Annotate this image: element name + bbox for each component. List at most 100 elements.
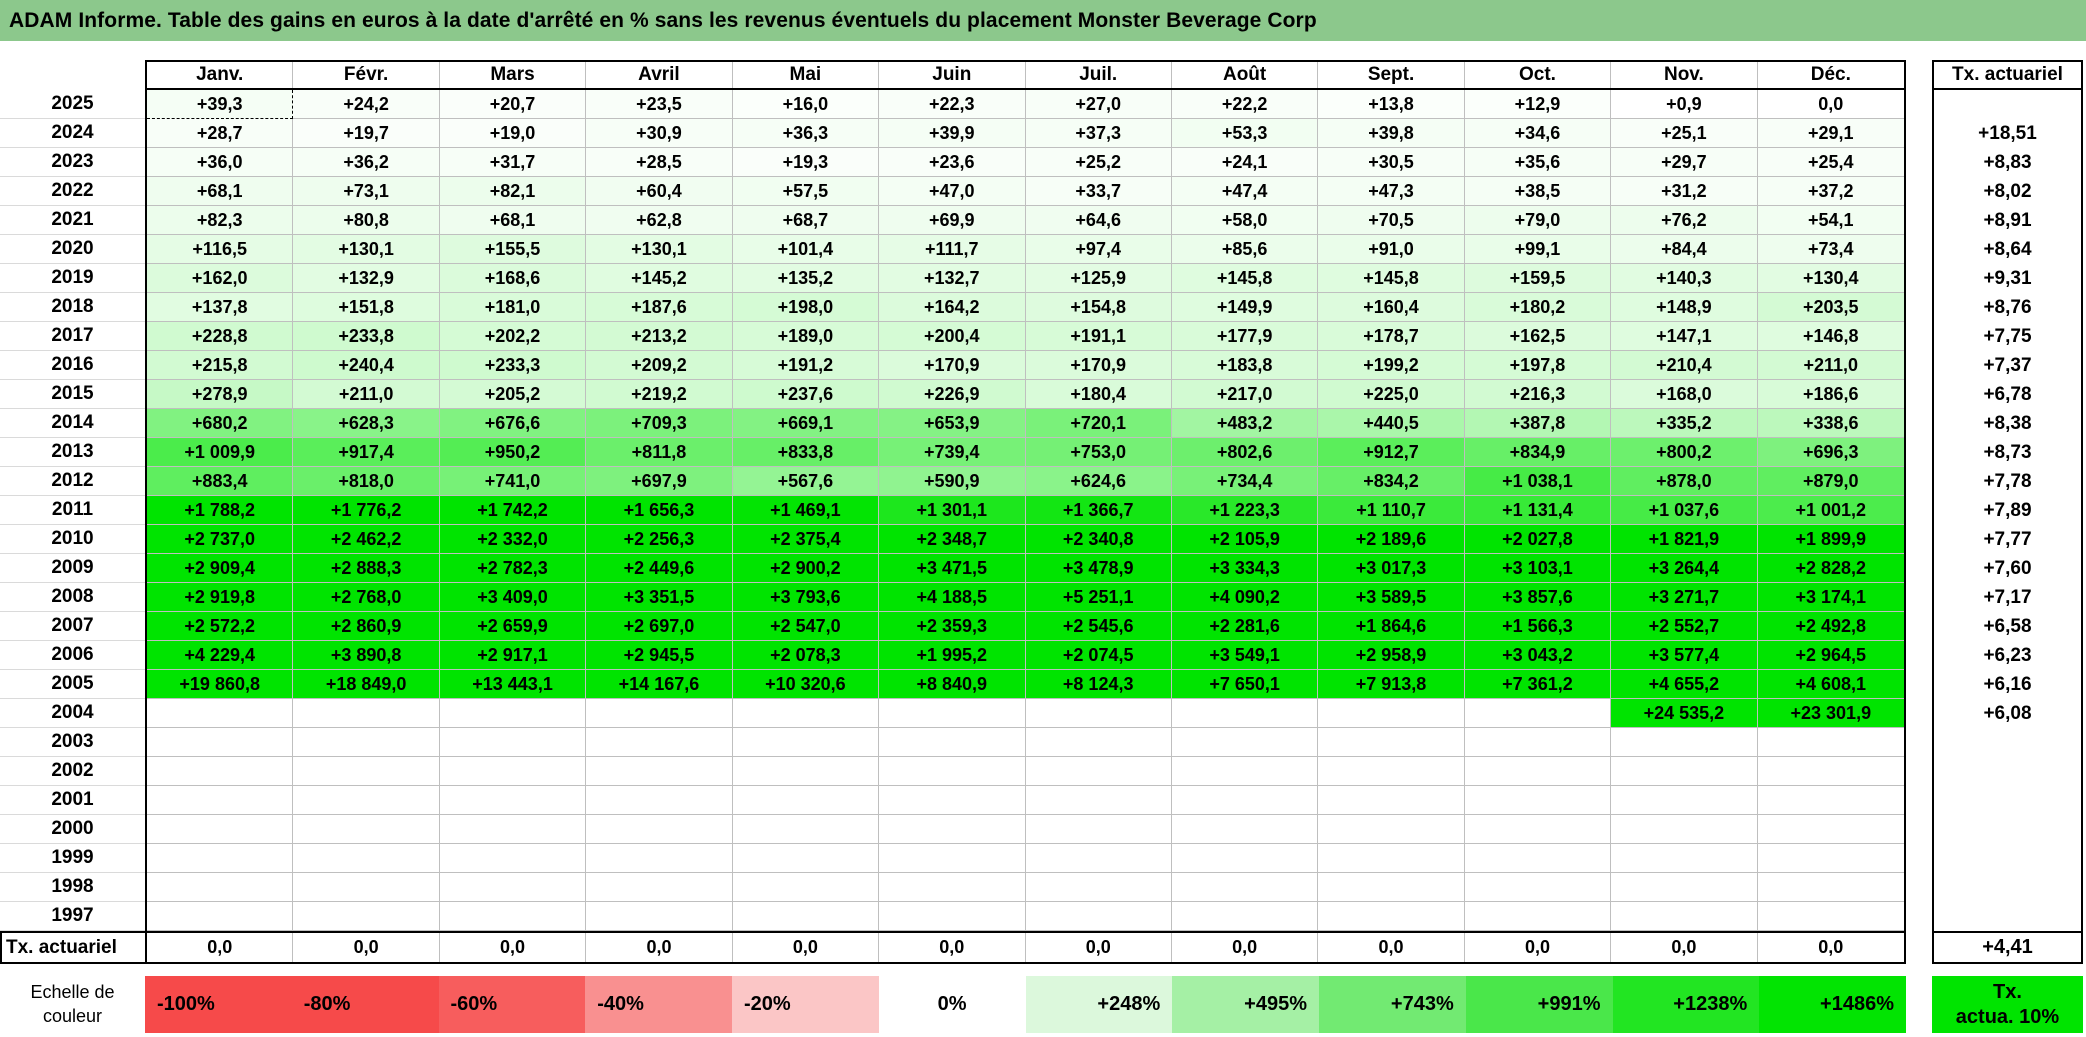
cell-2015-m6[interactable]: +226,9	[879, 380, 1026, 409]
cell-2005-m2[interactable]: +18 849,0	[293, 670, 440, 699]
cell-2024-m3[interactable]: +19,0	[439, 119, 587, 148]
cell-2019-m1[interactable]: +162,0	[147, 264, 294, 293]
cell-2014-m2[interactable]: +628,3	[293, 409, 440, 438]
cell-2023-m4[interactable]: +28,5	[586, 148, 733, 177]
cell-2000-m3[interactable]	[439, 815, 587, 844]
cell-2017-m5[interactable]: +189,0	[732, 322, 880, 351]
actuarial-rate-2006[interactable]: +6,23	[1983, 644, 2032, 666]
cell-2013-m12[interactable]: +696,3	[1757, 438, 1904, 467]
actuarial-rate-2010[interactable]: +7,77	[1983, 528, 2032, 550]
column-header-month-7[interactable]: Juil.	[1026, 62, 1172, 88]
cell-2019-m3[interactable]: +168,6	[439, 264, 587, 293]
cell-2020-m10[interactable]: +99,1	[1464, 235, 1612, 264]
footer-cell-m2[interactable]: 0,0	[293, 933, 440, 962]
cell-2006-m4[interactable]: +2 945,5	[586, 641, 733, 670]
cell-2018-m3[interactable]: +181,0	[439, 293, 587, 322]
cell-2012-m3[interactable]: +741,0	[439, 467, 587, 496]
cell-2020-m3[interactable]: +155,5	[439, 235, 587, 264]
cell-2008-m9[interactable]: +3 589,5	[1318, 583, 1465, 612]
actuarial-rate-2018[interactable]: +8,76	[1983, 296, 2032, 318]
cell-2009-m2[interactable]: +2 888,3	[293, 554, 440, 583]
cell-2002-m3[interactable]	[439, 757, 587, 786]
cell-1997-m3[interactable]	[439, 902, 587, 931]
cell-2016-m3[interactable]: +233,3	[439, 351, 587, 380]
cell-2017-m11[interactable]: +147,1	[1611, 322, 1758, 351]
cell-2024-m9[interactable]: +39,8	[1318, 119, 1465, 148]
cell-1997-m11[interactable]	[1611, 902, 1758, 931]
cell-2022-m10[interactable]: +38,5	[1464, 177, 1612, 206]
cell-2016-m6[interactable]: +170,9	[879, 351, 1026, 380]
cell-2011-m4[interactable]: +1 656,3	[586, 496, 733, 525]
footer-cell-m9[interactable]: 0,0	[1318, 933, 1465, 962]
cell-2004-m9[interactable]	[1318, 699, 1465, 728]
actuarial-rate-2020[interactable]: +8,64	[1983, 238, 2032, 260]
cell-2007-m10[interactable]: +1 566,3	[1464, 612, 1612, 641]
cell-1998-m7[interactable]	[1025, 873, 1172, 902]
legend-swatch-7[interactable]: +248%	[1025, 976, 1173, 1033]
cell-2013-m8[interactable]: +802,6	[1171, 438, 1319, 467]
cell-2022-m3[interactable]: +82,1	[439, 177, 587, 206]
cell-2020-m11[interactable]: +84,4	[1611, 235, 1758, 264]
cell-2011-m1[interactable]: +1 788,2	[147, 496, 294, 525]
cell-1998-m6[interactable]	[879, 873, 1026, 902]
cell-1999-m2[interactable]	[293, 844, 440, 873]
cell-2016-m11[interactable]: +210,4	[1611, 351, 1758, 380]
legend-swatch-4[interactable]: -40%	[585, 976, 732, 1033]
cell-2012-m6[interactable]: +590,9	[879, 467, 1026, 496]
cell-2005-m5[interactable]: +10 320,6	[732, 670, 880, 699]
cell-2008-m4[interactable]: +3 351,5	[586, 583, 733, 612]
cell-2008-m8[interactable]: +4 090,2	[1171, 583, 1319, 612]
cell-2001-m7[interactable]	[1025, 786, 1172, 815]
cell-2021-m5[interactable]: +68,7	[732, 206, 880, 235]
cell-1998-m5[interactable]	[732, 873, 880, 902]
cell-2023-m7[interactable]: +25,2	[1025, 148, 1172, 177]
actuarial-rate-2005[interactable]: +6,16	[1983, 673, 2032, 695]
column-header-month-8[interactable]: Août	[1172, 62, 1319, 88]
cell-2016-m4[interactable]: +209,2	[586, 351, 733, 380]
cell-2004-m3[interactable]	[439, 699, 587, 728]
cell-1998-m2[interactable]	[293, 873, 440, 902]
cell-2011-m8[interactable]: +1 223,3	[1171, 496, 1319, 525]
actuarial-rate-2019[interactable]: +9,31	[1983, 267, 2032, 289]
cell-2019-m5[interactable]: +135,2	[732, 264, 880, 293]
year-label-1998[interactable]: 1998	[0, 873, 145, 902]
cell-2021-m9[interactable]: +70,5	[1318, 206, 1465, 235]
actuarial-rate-2003[interactable]	[1934, 728, 2081, 757]
cell-2016-m1[interactable]: +215,8	[147, 351, 294, 380]
column-header-month-1[interactable]: Janv.	[147, 62, 294, 88]
cell-2001-m5[interactable]	[732, 786, 880, 815]
cell-1999-m6[interactable]	[879, 844, 1026, 873]
legend-swatch-10[interactable]: +991%	[1465, 976, 1613, 1033]
cell-2001-m12[interactable]	[1757, 786, 1904, 815]
cell-2016-m8[interactable]: +183,8	[1171, 351, 1319, 380]
cell-2018-m4[interactable]: +187,6	[586, 293, 733, 322]
cell-2020-m8[interactable]: +85,6	[1171, 235, 1319, 264]
cell-2003-m8[interactable]	[1171, 728, 1319, 757]
cell-2019-m12[interactable]: +130,4	[1757, 264, 1904, 293]
cell-2005-m6[interactable]: +8 840,9	[879, 670, 1026, 699]
column-header-month-4[interactable]: Avril	[586, 62, 733, 88]
cell-2023-m6[interactable]: +23,6	[879, 148, 1026, 177]
cell-2007-m5[interactable]: +2 547,0	[732, 612, 880, 641]
cell-2025-m11[interactable]: +0,9	[1611, 90, 1758, 119]
cell-2000-m9[interactable]	[1318, 815, 1465, 844]
cell-2003-m7[interactable]	[1025, 728, 1172, 757]
cell-2021-m11[interactable]: +76,2	[1611, 206, 1758, 235]
cell-2010-m11[interactable]: +1 821,9	[1611, 525, 1758, 554]
cell-2001-m6[interactable]	[879, 786, 1026, 815]
cell-2007-m12[interactable]: +2 492,8	[1757, 612, 1904, 641]
cell-1998-m3[interactable]	[439, 873, 587, 902]
cell-1999-m8[interactable]	[1171, 844, 1319, 873]
column-header-month-6[interactable]: Juin	[879, 62, 1026, 88]
cell-2014-m9[interactable]: +440,5	[1318, 409, 1465, 438]
cell-2006-m9[interactable]: +2 958,9	[1318, 641, 1465, 670]
cell-2006-m10[interactable]: +3 043,2	[1464, 641, 1612, 670]
cell-2015-m12[interactable]: +186,6	[1757, 380, 1904, 409]
cell-2021-m4[interactable]: +62,8	[586, 206, 733, 235]
cell-2024-m8[interactable]: +53,3	[1171, 119, 1319, 148]
cell-2010-m3[interactable]: +2 332,0	[439, 525, 587, 554]
cell-2007-m6[interactable]: +2 359,3	[879, 612, 1026, 641]
column-header-month-9[interactable]: Sept.	[1318, 62, 1465, 88]
cell-2016-m7[interactable]: +170,9	[1025, 351, 1172, 380]
cell-2018-m2[interactable]: +151,8	[293, 293, 440, 322]
